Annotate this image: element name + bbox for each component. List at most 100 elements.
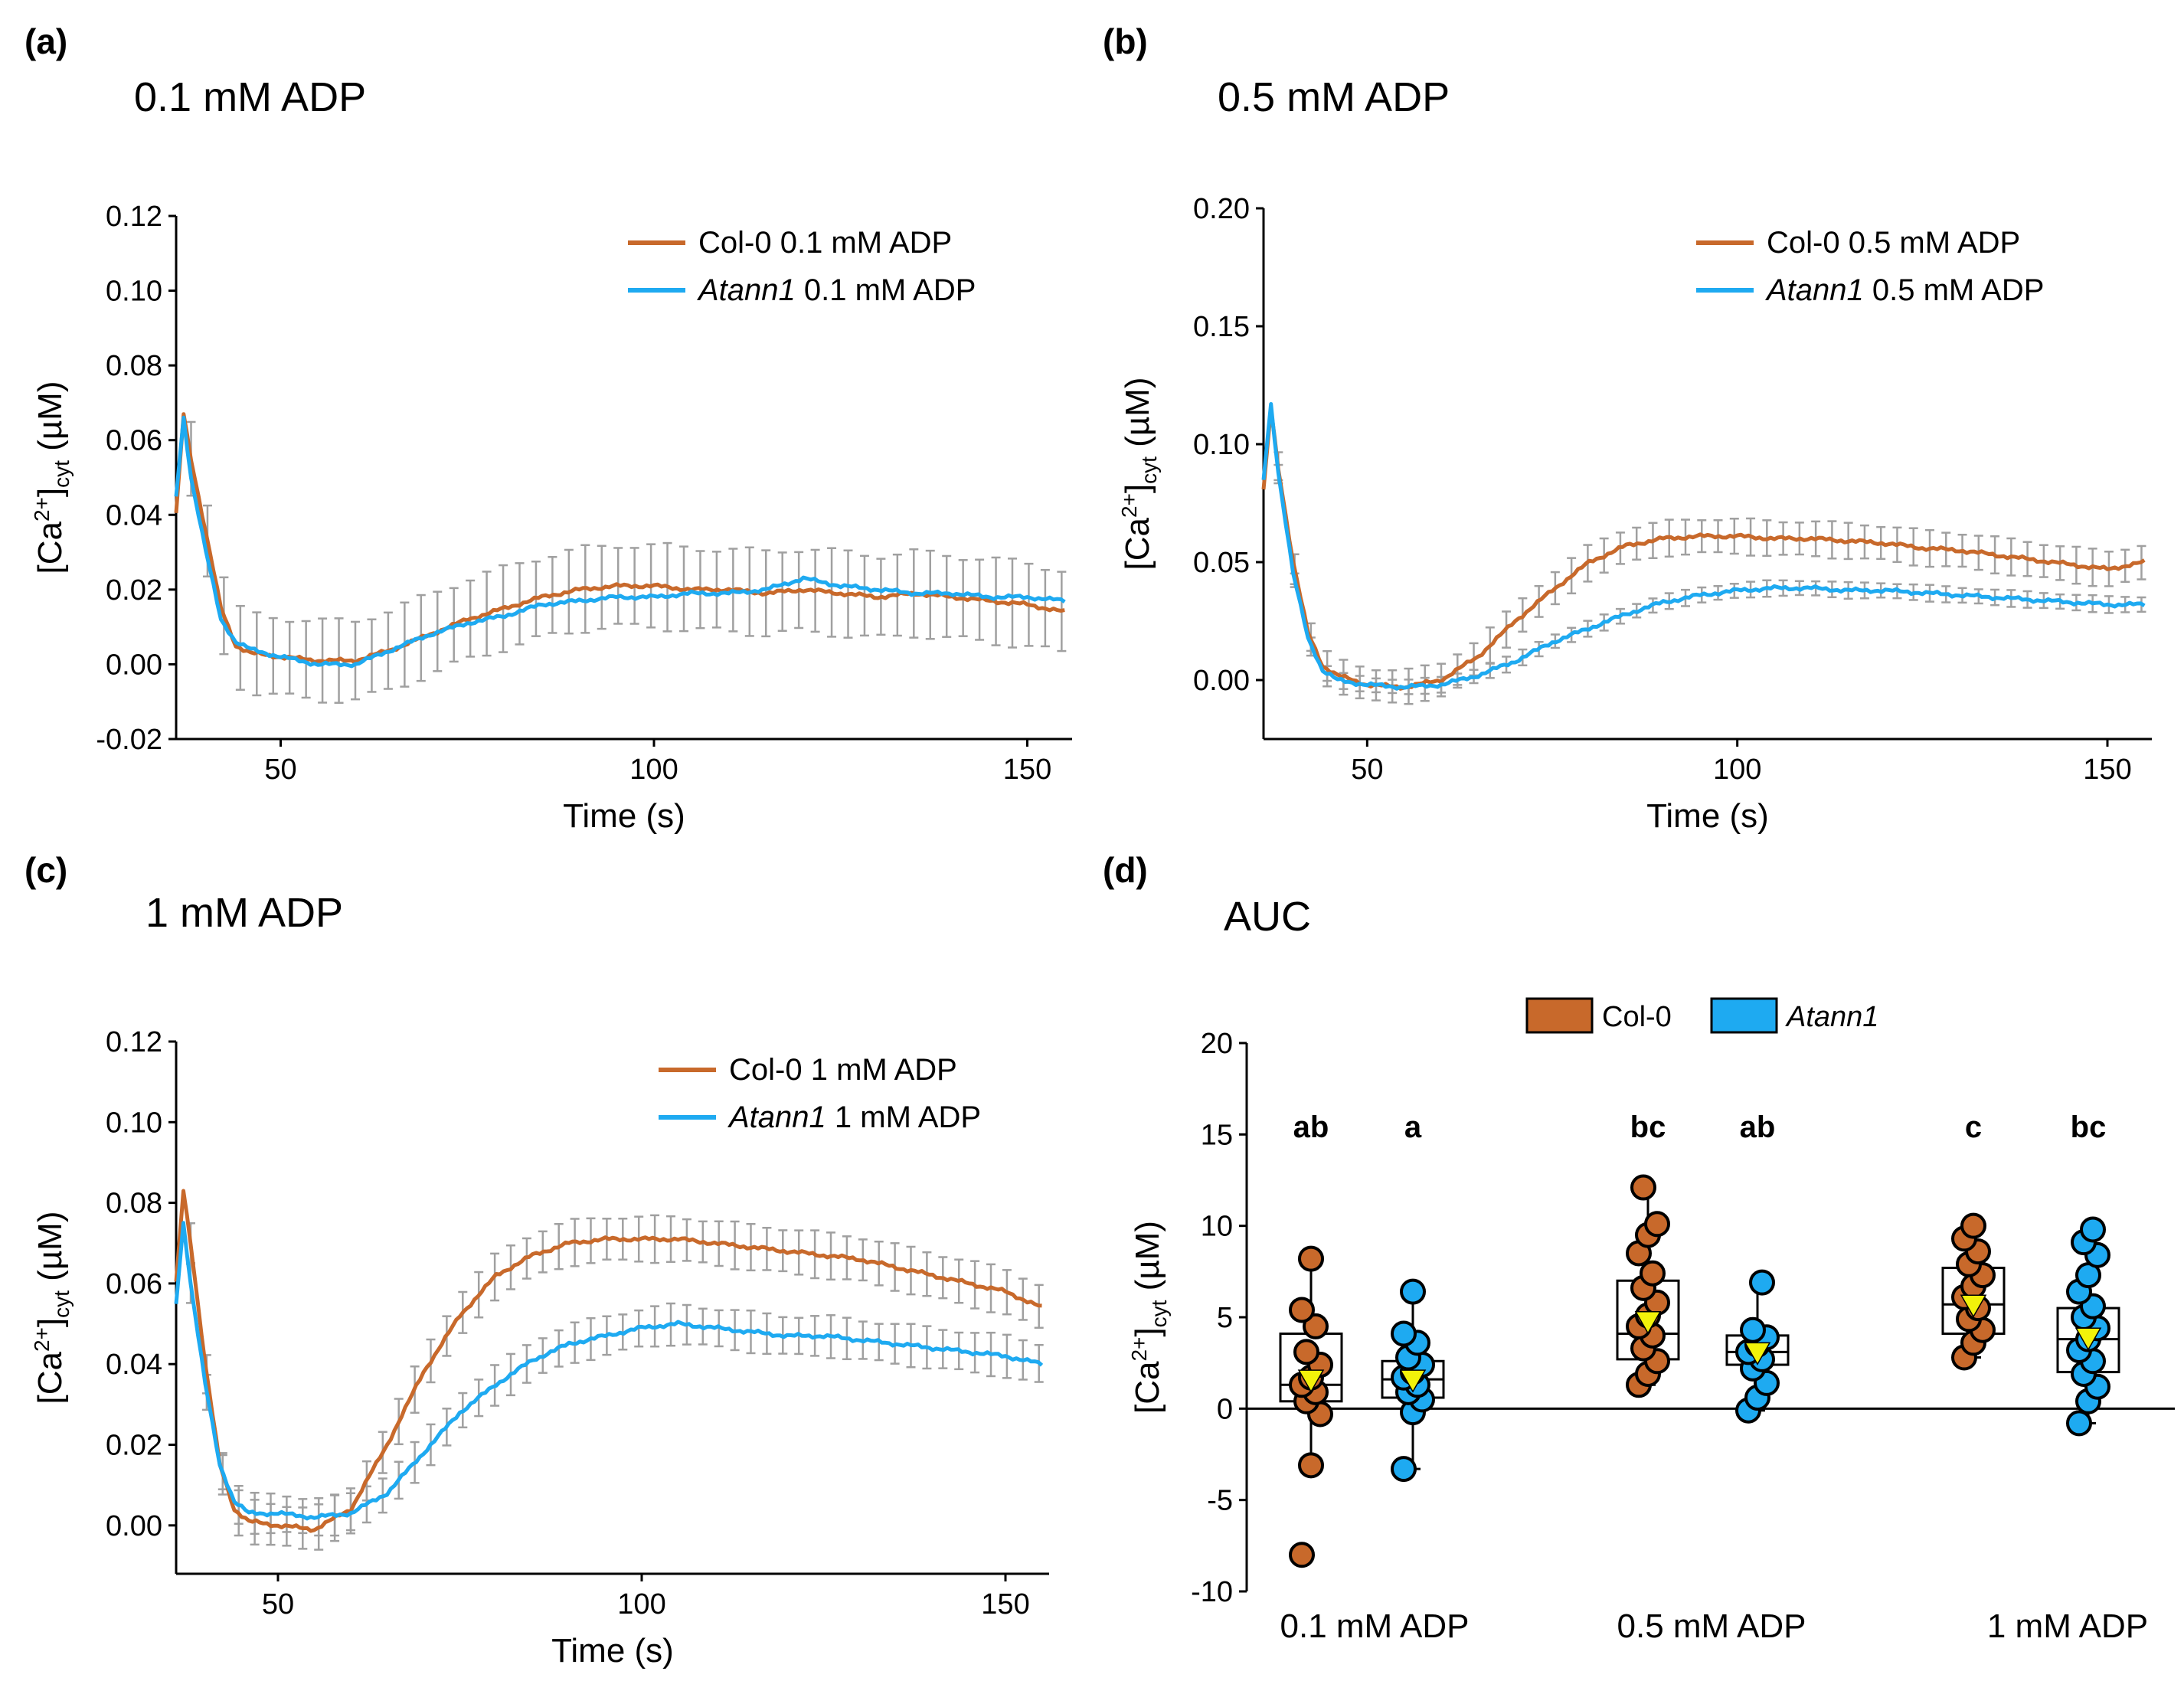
- b-y-axis-label: [Ca2+]cyt (µM): [1117, 378, 1161, 571]
- d-significance-letter: a: [1404, 1110, 1422, 1144]
- c-series-line-atann1: [174, 1221, 1044, 1521]
- d-data-point: [1391, 1320, 1417, 1347]
- b-legend-label-1: Atann1 0.5 mM ADP: [1765, 273, 2044, 307]
- b-y-tick-label: 0.05: [1193, 547, 1250, 579]
- d-data-point: [1640, 1260, 1666, 1287]
- c-y-tick-label: 0.00: [106, 1510, 162, 1542]
- d-box-3: ab: [1725, 1110, 1790, 1424]
- a-legend-label-0: Col-0 0.1 mM ADP: [698, 226, 952, 260]
- d-y-tick-label: -5: [1207, 1485, 1233, 1517]
- c-errorbars-1: [186, 1263, 1044, 1537]
- panel-c-chart: 0.00 0.02 0.04 0.06 0.08 0.10 0.12 50 100 150 Time…: [30, 1026, 1049, 1670]
- d-mean-marker: [1744, 1342, 1771, 1365]
- panel-c-title: 1 mM ADP: [145, 890, 343, 936]
- d-group-label: 0.5 mM ADP: [1617, 1607, 1806, 1645]
- d-legend-swatch-atann1: [1710, 997, 1778, 1034]
- c-x-tick-label: 100: [617, 1588, 665, 1620]
- c-y-tick-label: 0.10: [106, 1107, 162, 1139]
- panel-a-letter: (a): [25, 21, 67, 61]
- d-data-point: [1298, 1452, 1324, 1479]
- d-significance-letter: c: [1965, 1110, 1982, 1144]
- panel-b-letter: (b): [1103, 21, 1148, 61]
- d-y-tick-label: 5: [1217, 1302, 1233, 1334]
- d-data-point: [1293, 1339, 1319, 1365]
- b-series-line-col0: [1261, 407, 2146, 691]
- b-x-tick-label: 150: [2083, 754, 2131, 786]
- d-mean-marker: [1960, 1294, 1987, 1318]
- d-data-point: [1289, 1297, 1315, 1323]
- c-y-tick-label: 0.04: [106, 1349, 162, 1381]
- d-significance-letter: ab: [1740, 1110, 1776, 1144]
- a-x-tick-label: 100: [629, 754, 678, 786]
- d-group-label: 1 mM ADP: [1987, 1607, 2148, 1645]
- a-y-tick-label: 0.08: [106, 350, 162, 382]
- b-y-tick-label: 0.20: [1193, 193, 1250, 225]
- d-significance-letter: bc: [2071, 1110, 2107, 1144]
- a-y-tick-label: 0.06: [106, 425, 162, 457]
- c-series-line-col0: [174, 1189, 1042, 1533]
- panel-c-letter: (c): [25, 850, 67, 890]
- c-x-axis-label: Time (s): [551, 1632, 674, 1670]
- a-y-tick-label: 0.12: [106, 201, 162, 233]
- a-y-tick-label: 0.00: [106, 649, 162, 681]
- d-mean-marker: [1297, 1369, 1325, 1393]
- d-y-tick-label: 10: [1201, 1211, 1233, 1243]
- d-box-5: bc: [2056, 1110, 2120, 1437]
- a-series-line-atann1: [174, 415, 1066, 669]
- b-x-axis-label: Time (s): [1646, 797, 1769, 835]
- c-y-tick-label: 0.12: [106, 1026, 162, 1058]
- d-box-1: a: [1381, 1110, 1445, 1483]
- d-box-0: ab: [1279, 1110, 1343, 1568]
- d-data-point: [2080, 1216, 2106, 1243]
- d-data-point: [1298, 1245, 1324, 1272]
- c-y-tick-label: 0.06: [106, 1268, 162, 1300]
- d-mean-marker: [1399, 1369, 1427, 1393]
- d-legend: Col-0 Atann1: [1525, 997, 1878, 1034]
- b-y-tick-label: 0.10: [1193, 429, 1250, 461]
- d-data-point: [1644, 1211, 1670, 1238]
- c-y-tick-label: 0.08: [106, 1188, 162, 1220]
- b-y-tick-label: 0.15: [1193, 311, 1250, 343]
- d-data-point: [1740, 1316, 1766, 1343]
- d-legend-label-atann1: Atann1: [1785, 1001, 1878, 1033]
- b-x-tick-label: 50: [1351, 754, 1383, 786]
- c-legend-label-0: Col-0 1 mM ADP: [729, 1053, 957, 1087]
- c-y-tick-label: 0.02: [106, 1430, 162, 1462]
- d-mean-marker: [2074, 1327, 2102, 1351]
- d-data-point: [1303, 1313, 1329, 1339]
- d-box-4: c: [1941, 1110, 2006, 1371]
- d-data-point: [1400, 1278, 1426, 1305]
- a-series-line-col0: [174, 412, 1065, 665]
- b-errorbars-0: [1273, 451, 2146, 705]
- d-group-label: 0.1 mM ADP: [1280, 1607, 1470, 1645]
- d-legend-label-col0: Col-0: [1602, 1001, 1672, 1033]
- b-x-tick-label: 100: [1713, 754, 1761, 786]
- d-mean-marker: [1634, 1311, 1662, 1335]
- panel-d-chart: -10 -5 0 5 10 15 20 [Ca2+]cyt (µM) 0.1 mM ADP 0.5…: [1127, 997, 2175, 1645]
- d-legend-swatch-col0: [1525, 997, 1594, 1034]
- d-data-point: [2066, 1410, 2092, 1437]
- d-significance-letter: bc: [1630, 1110, 1666, 1144]
- d-y-tick-label: 15: [1201, 1119, 1233, 1151]
- panel-a-chart: -0.02 0.00 0.02 0.04 0.06 0.08 0.10 0.12 50 100 15…: [30, 201, 1072, 835]
- panel-b-title: 0.5 mM ADP: [1218, 74, 1450, 120]
- panel-d-letter: (d): [1103, 850, 1148, 890]
- a-x-axis-label: Time (s): [563, 797, 685, 835]
- b-series-line-atann1: [1261, 402, 2146, 691]
- d-y-tick-label: 0: [1217, 1393, 1233, 1425]
- a-y-axis-label: [Ca2+]cyt (µM): [30, 381, 74, 574]
- d-data-point: [1289, 1542, 1315, 1568]
- d-significance-letter: ab: [1293, 1110, 1329, 1144]
- panel-a-title: 0.1 mM ADP: [134, 74, 366, 120]
- panel-d-title: AUC: [1224, 894, 1311, 940]
- a-y-tick-label: 0.04: [106, 499, 162, 531]
- d-data-point: [1391, 1456, 1417, 1483]
- d-data-point: [1960, 1212, 1986, 1239]
- panel-b-chart: 0.00 0.05 0.10 0.15 0.20 50 100 150 Time (s) [Ca2…: [1117, 193, 2152, 835]
- d-data-point: [1630, 1174, 1656, 1201]
- b-legend-label-0: Col-0 0.5 mM ADP: [1767, 226, 2020, 260]
- d-data-point: [1749, 1269, 1775, 1296]
- d-y-axis-label: [Ca2+]cyt (µM): [1127, 1221, 1171, 1414]
- a-x-tick-label: 150: [1003, 754, 1051, 786]
